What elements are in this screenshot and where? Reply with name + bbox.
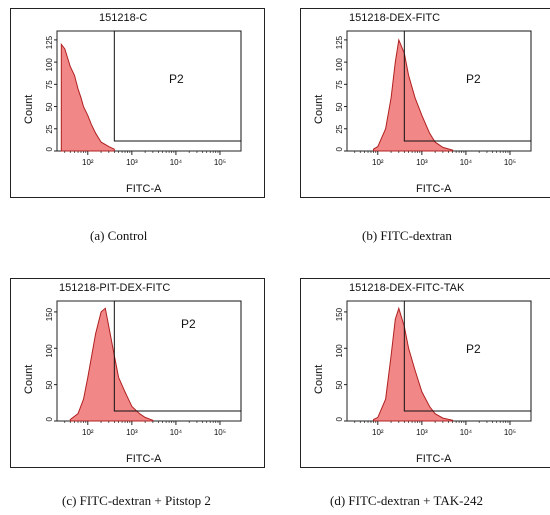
histogram-area — [60, 42, 115, 152]
plot-title: 151218-C — [99, 12, 148, 24]
gate-p2 — [113, 300, 242, 412]
gate-label: P2 — [466, 72, 481, 86]
x-tick-label: 10² — [372, 428, 384, 437]
y-tick-label: 125 — [335, 35, 344, 49]
x-tick-label: 10⁴ — [170, 428, 183, 437]
histogram-area — [373, 38, 454, 152]
histogram-plot: 0 25 50 75 100 125 10² 10³ 10⁴ 10⁵ — [335, 30, 532, 167]
histogram-plot: 0 50 100 150 10² 10³ 10⁴ 10⁵ — [335, 300, 532, 437]
y-tick-label: 150 — [45, 307, 54, 321]
x-tick-label: 10³ — [126, 428, 138, 437]
x-tick-label: 10⁵ — [214, 428, 226, 437]
caption-d: (d) FITC-dextran + TAK-242 — [330, 493, 483, 508]
caption-a: (a) Control — [90, 228, 148, 243]
x-tick-label: 10² — [82, 428, 94, 437]
x-tick-label: 10⁵ — [214, 158, 226, 167]
gate-label: P2 — [181, 317, 196, 331]
x-axis-label: FITC-A — [416, 183, 452, 195]
x-axis-label: FITC-A — [126, 183, 162, 195]
y-tick-label: 100 — [45, 58, 54, 72]
y-tick-label: 125 — [45, 35, 54, 49]
histogram-area — [69, 307, 154, 422]
y-tick-label: 50 — [45, 102, 54, 111]
caption-b: (b) FITC-dextran — [362, 228, 452, 243]
y-tick-label: 75 — [335, 80, 344, 89]
gate-p2 — [403, 300, 532, 412]
gate-p2 — [403, 30, 532, 142]
x-tick-label: 10³ — [416, 428, 428, 437]
x-tick-label: 10⁵ — [504, 428, 516, 437]
y-tick-label: 25 — [45, 124, 54, 133]
plot-title: 151218-PIT-DEX-FITC — [59, 282, 171, 294]
y-tick-label: 50 — [335, 102, 344, 111]
caption-c: (c) FITC-dextran + Pitstop 2 — [62, 493, 211, 508]
plot-title: 151218-DEX-FITC — [349, 12, 441, 24]
x-tick-label: 10⁴ — [460, 428, 473, 437]
x-tick-label: 10⁵ — [504, 158, 516, 167]
plot-frame — [346, 30, 532, 152]
panel-c: 151218-PIT-DEX-FITC Count FITC-A P2 0 50 1… — [10, 278, 265, 468]
x-axis-label: FITC-A — [416, 453, 452, 465]
y-tick-label: 50 — [335, 380, 344, 389]
histogram-plot: 0 50 100 150 10² 10³ 10⁴ 10⁵ — [45, 300, 242, 437]
y-tick-label: 100 — [335, 58, 344, 72]
histogram-plot: 0 25 50 75 100 125 10² 10³ 10⁴ 10⁵ — [45, 30, 242, 167]
y-tick-label: 100 — [335, 344, 344, 358]
y-tick-label: 100 — [45, 344, 54, 358]
y-tick-label: 25 — [335, 124, 344, 133]
x-tick-label: 10³ — [416, 158, 428, 167]
x-tick-label: 10³ — [126, 158, 138, 167]
panel-b: 151218-DEX-FITC Count FITC-A P2 0 25 50 75 1… — [300, 8, 550, 198]
panel-d: 151218-DEX-FITC-TAK Count FITC-A P2 0 50 1… — [300, 278, 550, 468]
gate-p2 — [113, 30, 242, 142]
y-tick-label: 50 — [45, 380, 54, 389]
gate-label: P2 — [169, 72, 184, 86]
plot-title: 151218-DEX-FITC-TAK — [349, 282, 465, 294]
y-tick-label: 75 — [45, 80, 54, 89]
y-tick-label: 0 — [335, 416, 344, 421]
y-tick-label: 0 — [45, 146, 54, 151]
y-tick-label: 150 — [335, 307, 344, 321]
plot-frame — [346, 300, 532, 422]
histogram-area — [373, 306, 454, 422]
x-tick-label: 10² — [82, 158, 94, 167]
panel-a: 151218-C Count FITC-A P2 0 25 50 75 100 125 10… — [10, 8, 265, 198]
x-tick-label: 10⁴ — [460, 158, 473, 167]
y-tick-label: 0 — [45, 416, 54, 421]
y-tick-label: 0 — [335, 146, 344, 151]
x-axis-label: FITC-A — [126, 453, 162, 465]
gate-label: P2 — [466, 342, 481, 356]
x-tick-label: 10² — [372, 158, 384, 167]
x-tick-label: 10⁴ — [170, 158, 183, 167]
